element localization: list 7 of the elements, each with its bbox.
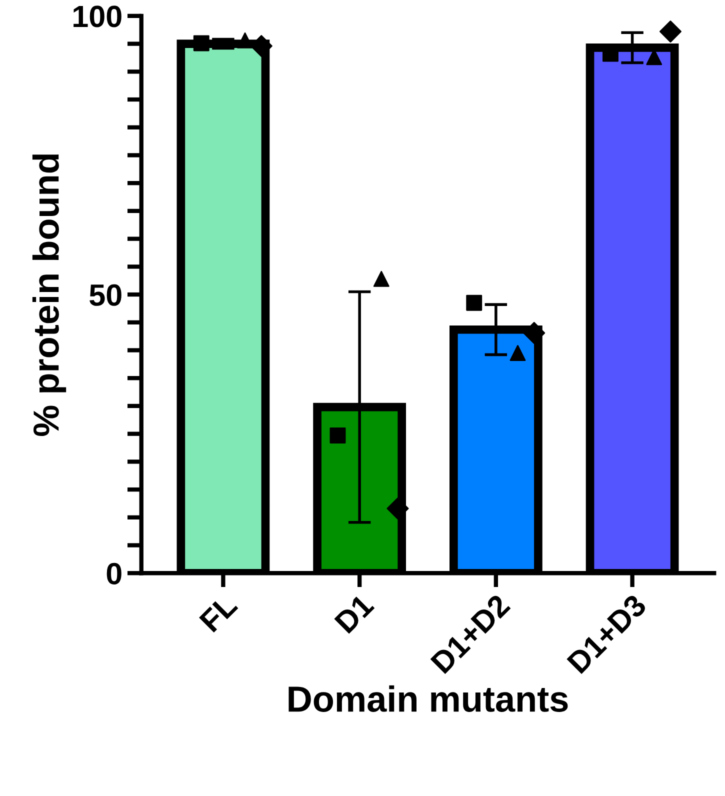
x-tick-label: D1 (334, 593, 375, 634)
y-tick-label: 50 (90, 284, 122, 306)
x-axis-title: Domain mutants (288, 685, 568, 712)
y-axis-title: % protein bound (32, 154, 66, 436)
y-tick-label: 100 (74, 6, 122, 28)
y-tick-label: 0 (106, 562, 122, 584)
x-tick-label: FL (199, 593, 238, 632)
